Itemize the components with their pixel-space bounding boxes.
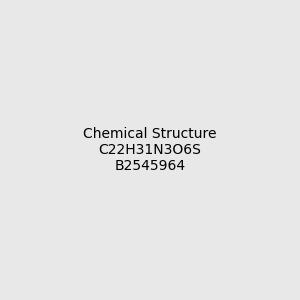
Text: Chemical Structure
C22H31N3O6S
B2545964: Chemical Structure C22H31N3O6S B2545964 xyxy=(83,127,217,173)
